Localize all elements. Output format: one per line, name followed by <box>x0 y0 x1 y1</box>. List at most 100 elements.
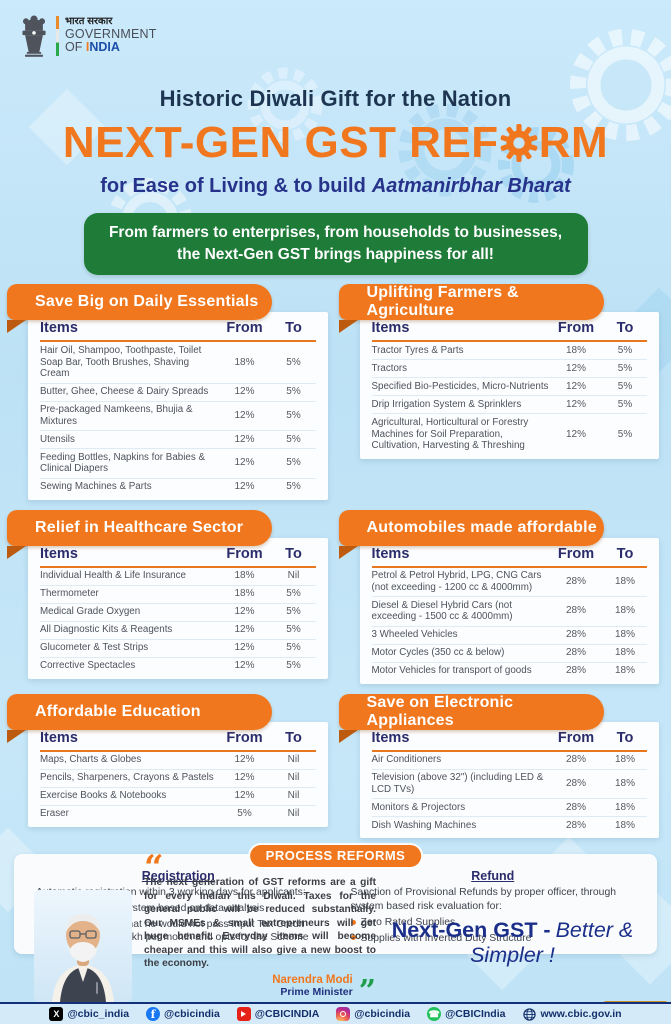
rate-to: 5% <box>617 362 633 374</box>
card-education: Affordable Education Items From To Maps,… <box>7 693 328 839</box>
bullet-text: Supplies with Inverted Duty Structure <box>360 932 532 944</box>
rate-to: 18% <box>614 801 635 813</box>
column-header-items: Items <box>40 545 78 562</box>
quote-author-role: Prime Minister <box>280 986 353 998</box>
goi-logo: भारत सरकार GOVERNMENT OF INDIA <box>18 12 157 60</box>
rate-from: 18% <box>234 570 255 582</box>
column-header-from: From <box>557 729 595 746</box>
rate-from: 12% <box>565 428 586 440</box>
social-item-instagram[interactable]: @cbicindia <box>336 1007 410 1021</box>
rate-from: 18% <box>234 588 255 600</box>
rate-from: 12% <box>234 481 255 493</box>
item-name: Dish Washing Machines <box>371 819 477 831</box>
rate-from: 12% <box>565 362 586 374</box>
rate-from: 12% <box>234 409 255 421</box>
social-item-youtube[interactable]: @CBICINDIA <box>236 1007 320 1021</box>
refund-bullets: Zero Rated Supplies Supplies with Inverte… <box>350 916 636 945</box>
main-title: NEXT-GEN GST REF <box>0 118 671 168</box>
whatsapp-icon: ☎ <box>427 1007 442 1021</box>
quote-author: Narendra Modi <box>272 974 353 986</box>
table-row: Motor Cycles (350 cc & below) 28% 18% <box>371 645 647 663</box>
rate-from: 28% <box>565 647 586 659</box>
table-row: Butter, Ghee, Cheese & Dairy Spreads 12% 5… <box>40 384 316 402</box>
item-name: All Diagnostic Kits & Reagents <box>40 624 173 636</box>
item-name: Monitors & Projectors <box>371 801 466 813</box>
column-header-from: From <box>557 320 595 337</box>
column-header-to: To <box>285 320 302 337</box>
rate-to: 5% <box>286 624 301 636</box>
logo-government: GOVERNMENT <box>65 26 157 41</box>
table-row: Medical Grade Oxygen 12% 5% <box>40 604 316 622</box>
rate-from: 28% <box>565 801 586 813</box>
rate-to: 5% <box>286 481 301 493</box>
social-handle: @CBICINDIA <box>254 1008 320 1020</box>
table-row: Specified Bio-Pesticides, Micro-Nutrient… <box>371 378 647 397</box>
rate-cards-grid: Save Big on Daily Essentials Items From … <box>7 284 659 839</box>
logo-india-first: I <box>85 40 90 55</box>
rate-from: 12% <box>234 642 255 654</box>
table-header: Items From To <box>371 545 647 568</box>
rate-to: Nil <box>287 808 300 820</box>
card-header-ribbon: Uplifting Farmers & Agriculture <box>338 284 604 334</box>
table-header: Items From To <box>40 730 316 752</box>
logo-india-rest: NDIA <box>89 40 120 55</box>
item-name: Thermometer <box>40 588 99 600</box>
card-header-ribbon: Automobiles made affordable <box>338 509 604 559</box>
table-header: Items From To <box>40 546 316 568</box>
item-name: Feeding Bottles, Napkins for Babies & Cl… <box>40 451 206 475</box>
social-item-web[interactable]: www.cbic.gov.in <box>522 1007 622 1021</box>
rate-from: 5% <box>237 808 252 820</box>
table-row: Feeding Bottles, Napkins for Babies & Cl… <box>40 449 316 479</box>
rate-from: 12% <box>234 772 255 784</box>
kicker-title: Historic Diwali Gift for the Nation <box>159 86 512 111</box>
rate-to: 5% <box>286 588 301 600</box>
table-rows: Hair Oil, Shampoo, Toothpaste, Toilet So… <box>40 342 316 495</box>
card-panel: Items From To Individual Health & Life I… <box>28 537 328 679</box>
table-row: Exercise Books & Notebooks 12% Nil <box>40 788 316 806</box>
item-name: Maps, Charts & Globes <box>40 754 142 766</box>
facebook-icon: f <box>146 1007 161 1021</box>
table-row: Sewing Machines & Parts 12% 5% <box>40 479 316 496</box>
rate-from: 12% <box>234 433 255 445</box>
rate-to: 5% <box>617 380 633 392</box>
table-row: Air Conditioners 28% 18% <box>371 752 647 770</box>
rate-to: 5% <box>617 428 633 440</box>
social-item-x[interactable]: X @cbic_india <box>49 1007 129 1021</box>
column-header-items: Items <box>371 545 410 562</box>
table-header: Items From To <box>371 729 647 752</box>
table-rows: Air Conditioners 28% 18% Television (above … <box>371 752 647 835</box>
rate-from: 18% <box>234 356 255 368</box>
item-name: Butter, Ghee, Cheese & Dairy Spreads <box>40 386 209 398</box>
item-name: Tractor Tyres & Parts <box>371 345 464 356</box>
table-row: Tractor Tyres & Parts 18% 5% <box>371 342 647 361</box>
card-panel: Items From To Hair Oil, Shampoo, Toothpa… <box>28 312 328 500</box>
rate-from: 12% <box>234 754 255 766</box>
table-row: Maps, Charts & Globes 12% Nil <box>40 752 316 770</box>
item-name: Hair Oil, Shampoo, Toothpaste, Toilet So… <box>40 344 202 380</box>
rate-to: 5% <box>286 642 301 654</box>
table-row: Agricultural, Horticultural or Forestry … <box>372 414 648 454</box>
rate-from: 28% <box>565 777 586 789</box>
table-header: Items From To <box>40 320 316 343</box>
column-header-items: Items <box>40 729 78 746</box>
subtitle: for Ease of Living & to build Aatmanirbha… <box>0 175 671 198</box>
rate-from: 18% <box>565 344 586 356</box>
rate-to: 5% <box>286 386 301 398</box>
card-panel: Items From To Maps, Charts & Globes 12% Ni… <box>28 721 328 827</box>
rate-to: Nil <box>287 790 300 802</box>
table-header: Items From To <box>371 320 647 343</box>
social-item-facebook[interactable]: f @cbicindia <box>146 1007 220 1021</box>
rate-from: 12% <box>234 660 255 672</box>
rate-from: 12% <box>234 457 255 469</box>
rate-from: 28% <box>565 575 586 587</box>
logo-of-india: OF INDIA <box>65 41 157 55</box>
open-quote-icon: “ <box>144 848 164 889</box>
pm-photo <box>34 890 132 1002</box>
social-item-whatsapp[interactable]: ☎ @CBICIndia <box>427 1007 505 1021</box>
rate-from: 12% <box>234 606 255 618</box>
table-row: Television (above 32") (including LED & … <box>371 770 647 800</box>
rate-from: 12% <box>234 624 255 636</box>
item-name: Individual Health & Life Insurance <box>40 570 186 582</box>
card-panel: Items From To Petrol & Petrol Hybrid, LP… <box>359 537 659 684</box>
